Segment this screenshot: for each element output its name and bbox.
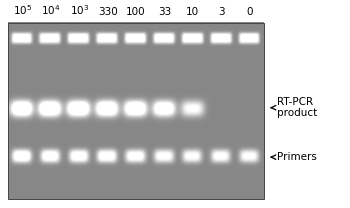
Text: 10: 10	[186, 7, 199, 17]
Text: 10$^5$: 10$^5$	[13, 3, 32, 17]
Text: Primers: Primers	[271, 152, 317, 162]
Text: 10$^3$: 10$^3$	[70, 3, 89, 17]
Bar	[8, 23, 264, 199]
Text: 33: 33	[158, 7, 171, 17]
Text: 0: 0	[246, 7, 253, 17]
Text: 10$^4$: 10$^4$	[41, 3, 61, 17]
Text: 3: 3	[218, 7, 224, 17]
Text: 330: 330	[98, 7, 118, 17]
Text: 100: 100	[126, 7, 146, 17]
Text: RT-PCR
product: RT-PCR product	[271, 97, 318, 119]
